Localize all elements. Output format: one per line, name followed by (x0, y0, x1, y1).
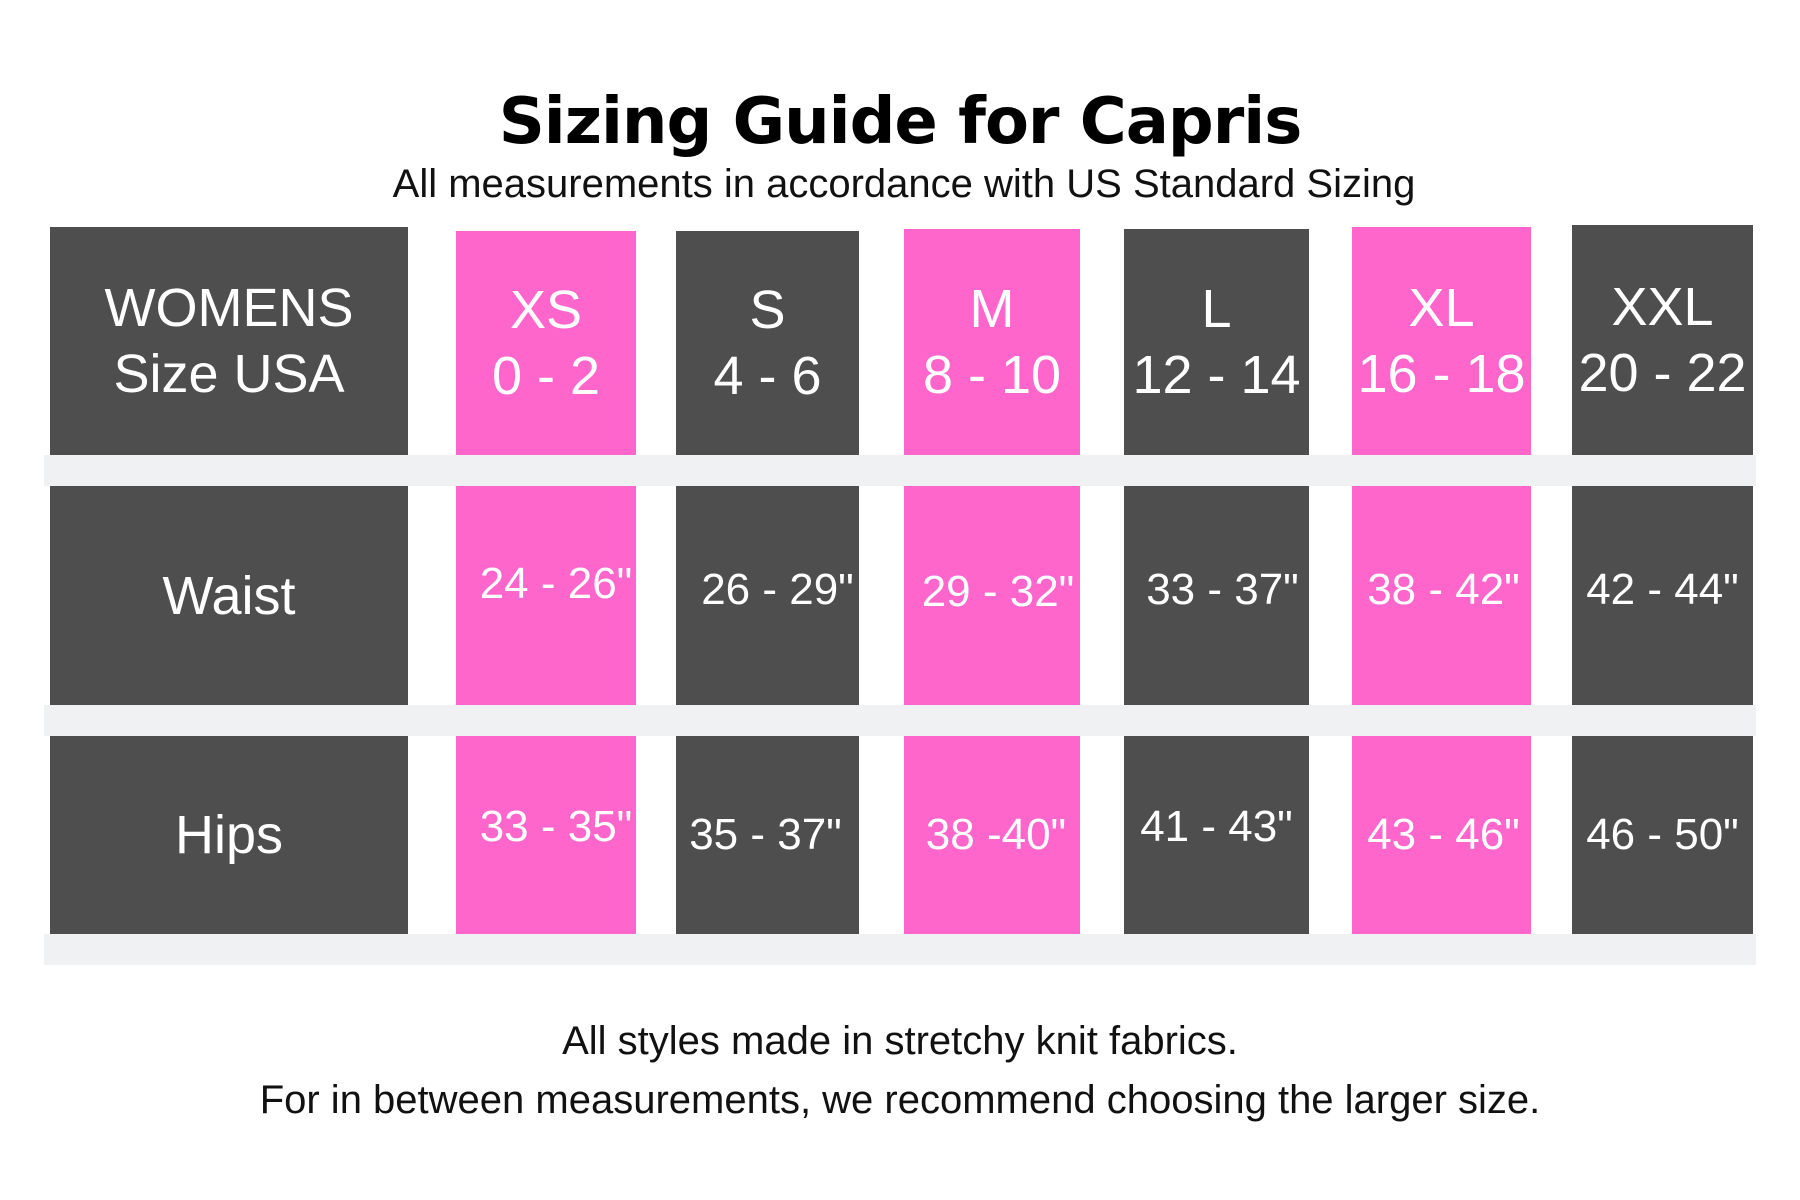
waist-value-m: 29 - 32" (904, 486, 1080, 705)
page-title: Sizing Guide for Capris (498, 85, 1303, 159)
size-range: 20 - 22 (1578, 343, 1747, 403)
row-separator (44, 934, 1756, 965)
waist-label-cell: Waist (50, 486, 408, 705)
waist-value: 42 - 44" (1586, 564, 1739, 614)
hips-value: 43 - 46" (1367, 810, 1520, 859)
row-separator (44, 705, 1756, 736)
hips-label: Hips (174, 805, 284, 865)
waist-value: 26 - 29" (701, 564, 854, 614)
size-header-xs: XS 0 - 2 (456, 231, 636, 455)
hips-value: 46 - 50" (1586, 810, 1739, 859)
size-range: 0 - 2 (491, 346, 601, 406)
size-name: XS (509, 280, 583, 340)
waist-value: 33 - 37" (1146, 564, 1299, 614)
size-name: S (749, 280, 786, 340)
waist-value-l: 33 - 37" (1124, 486, 1309, 705)
hips-value: 41 - 43" (1140, 802, 1293, 851)
size-name: M (969, 279, 1015, 339)
size-header-s: S 4 - 6 (676, 231, 859, 455)
header-label-cell: WOMENS Size USA (50, 227, 408, 455)
size-range: 8 - 10 (922, 345, 1062, 405)
hips-value-s: 35 - 37" (676, 736, 859, 934)
size-range: 16 - 18 (1357, 344, 1526, 404)
hips-value-xs: 33 - 35" (456, 736, 636, 934)
footer-note-line2: For in between measurements, we recommen… (259, 1078, 1541, 1122)
waist-label: Waist (162, 565, 296, 626)
waist-value-xxl: 42 - 44" (1572, 486, 1753, 705)
hips-value: 38 -40" (925, 810, 1067, 859)
size-range: 4 - 6 (713, 346, 822, 406)
size-header-l: L 12 - 14 (1124, 229, 1309, 455)
waist-value: 29 - 32" (921, 566, 1075, 616)
size-name: XL (1408, 278, 1475, 338)
hips-value: 33 - 35" (479, 802, 633, 851)
size-header-xl: XL 16 - 18 (1352, 227, 1531, 455)
size-range: 12 - 14 (1132, 345, 1301, 405)
size-header-m: M 8 - 10 (904, 229, 1080, 455)
header-label-line1: WOMENS (104, 278, 354, 338)
size-header-xxl: XXL 20 - 22 (1572, 225, 1753, 455)
hips-label-cell: Hips (50, 736, 408, 934)
header-label-line2: Size USA (113, 344, 345, 404)
row-separator (44, 455, 1756, 486)
hips-value-xl: 43 - 46" (1352, 736, 1531, 934)
waist-value: 38 - 42" (1367, 564, 1520, 614)
hips-value-m: 38 -40" (904, 736, 1080, 934)
hips-value: 35 - 37" (689, 810, 842, 859)
waist-value-xl: 38 - 42" (1352, 486, 1531, 705)
waist-value: 24 - 26" (479, 558, 633, 608)
size-name: XXL (1611, 277, 1714, 337)
waist-value-xs: 24 - 26" (456, 486, 636, 705)
size-name: L (1201, 279, 1232, 339)
footer-note-line1: All styles made in stretchy knit fabrics… (562, 1019, 1238, 1063)
waist-value-s: 26 - 29" (676, 486, 859, 705)
hips-value-xxl: 46 - 50" (1572, 736, 1753, 934)
page-subtitle: All measurements in accordance with US S… (392, 162, 1416, 206)
hips-value-l: 41 - 43" (1124, 736, 1309, 934)
